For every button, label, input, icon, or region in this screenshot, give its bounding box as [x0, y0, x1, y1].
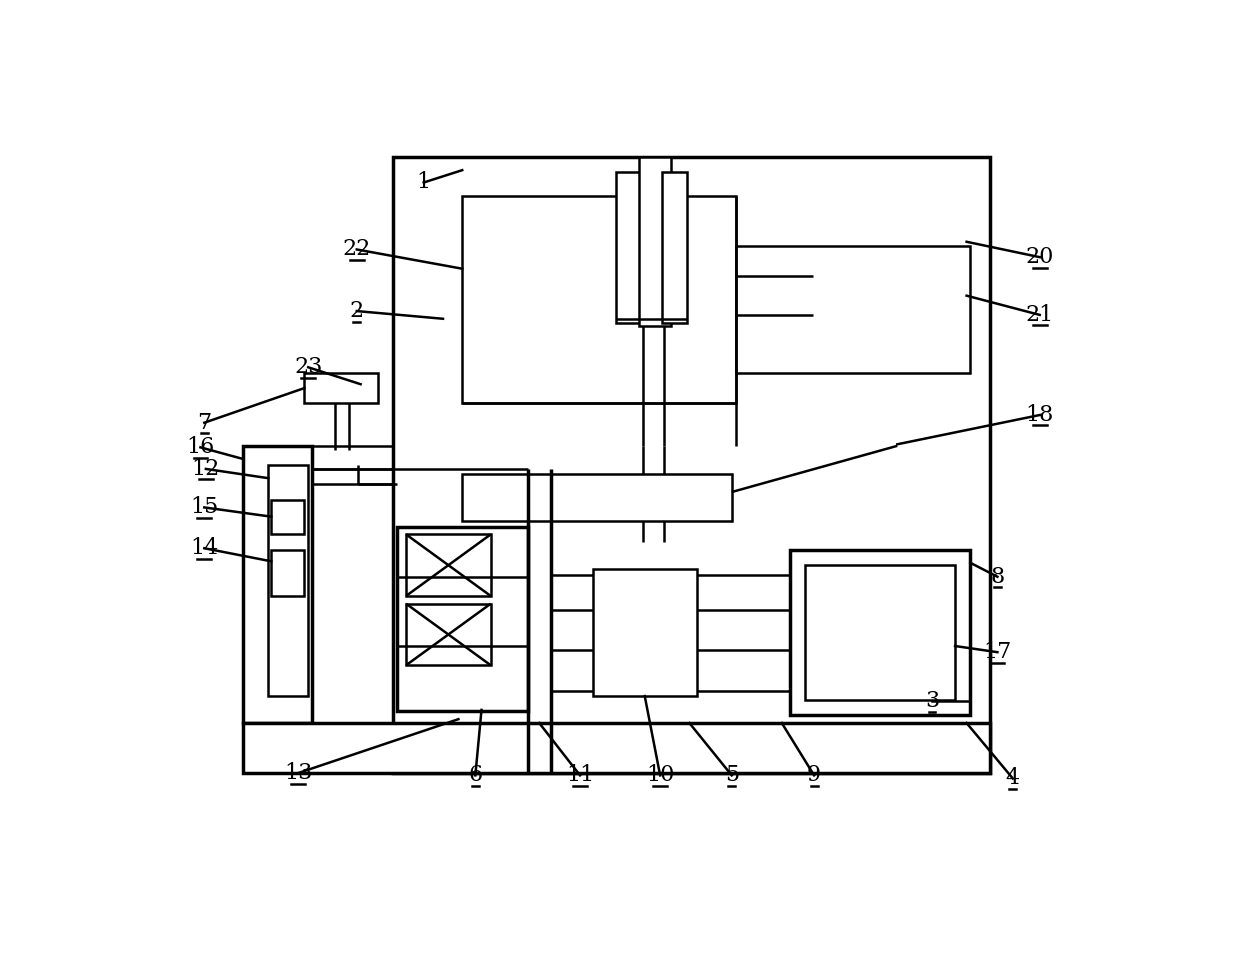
Text: 5: 5: [724, 765, 739, 787]
Bar: [662, 172, 687, 322]
Text: 16: 16: [186, 436, 215, 458]
Text: 3: 3: [925, 690, 939, 712]
Bar: [304, 373, 377, 403]
Text: 2: 2: [350, 300, 363, 322]
Text: 11: 11: [565, 765, 594, 787]
Bar: [272, 500, 304, 534]
Bar: [463, 196, 735, 403]
Bar: [616, 172, 641, 322]
Text: 13: 13: [284, 762, 312, 784]
Bar: [268, 465, 309, 696]
Text: 15: 15: [190, 496, 218, 518]
Text: 1: 1: [417, 171, 430, 193]
Text: 22: 22: [342, 238, 371, 260]
Bar: [405, 603, 491, 665]
Bar: [593, 569, 697, 696]
Text: 8: 8: [991, 566, 1004, 588]
Bar: [405, 534, 491, 596]
Bar: [397, 527, 528, 711]
Text: 18: 18: [1025, 404, 1054, 426]
Bar: [393, 157, 990, 773]
Bar: [790, 550, 971, 715]
Text: 4: 4: [1006, 768, 1019, 790]
Text: 17: 17: [983, 641, 1012, 663]
Bar: [805, 565, 955, 700]
Bar: [639, 157, 671, 326]
Bar: [243, 723, 990, 773]
Text: 23: 23: [294, 357, 322, 379]
Text: 10: 10: [646, 765, 675, 787]
Text: 21: 21: [1025, 304, 1054, 326]
Text: 7: 7: [197, 412, 211, 434]
Text: 6: 6: [469, 765, 482, 787]
Text: 9: 9: [807, 765, 821, 787]
Bar: [463, 474, 732, 520]
Bar: [735, 246, 971, 373]
Text: 14: 14: [190, 537, 218, 559]
Bar: [272, 550, 304, 596]
Text: 20: 20: [1025, 247, 1054, 269]
Text: 12: 12: [192, 458, 219, 480]
Bar: [243, 445, 312, 723]
